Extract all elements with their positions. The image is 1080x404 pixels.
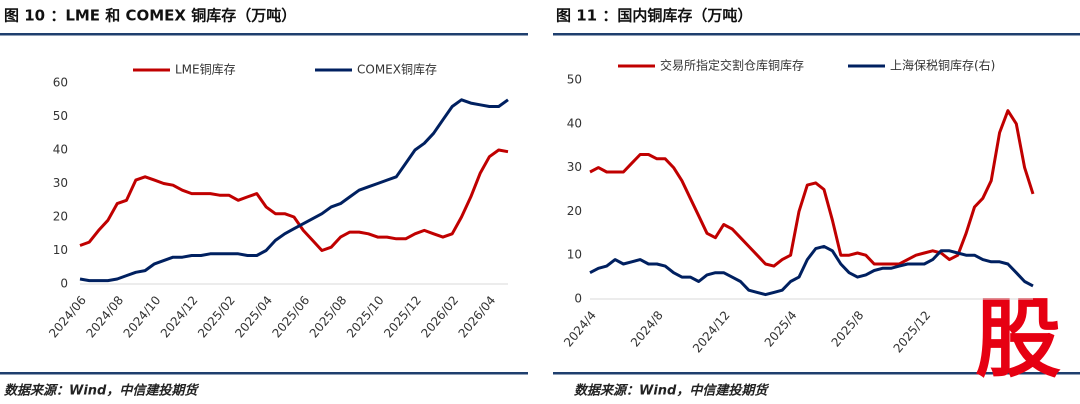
title-rule (553, 33, 1080, 36)
x-tick-label: 2024/10 (121, 293, 164, 340)
x-tick-label: 2025/8 (829, 308, 867, 349)
y-tick-label: 10 (567, 248, 582, 262)
x-tick-label: 2025/10 (344, 293, 387, 340)
y-tick-label: 50 (53, 109, 68, 123)
y-tick-label: 30 (53, 176, 68, 190)
y-tick-label: 10 (53, 243, 68, 257)
x-tick-label: 2025/12 (381, 293, 424, 340)
y-tick-label: 0 (60, 277, 68, 291)
x-tick-label: 2025/04 (232, 293, 275, 340)
y-tick-label: 50 (567, 73, 582, 87)
x-tick-label: 2026/02 (418, 293, 461, 340)
y-tick-label: 0 (574, 292, 582, 306)
chart-title: 图 11 ：国内铜库存（万吨） (556, 7, 752, 25)
x-tick-label: 2025/12 (891, 308, 934, 355)
y-tick-label: 40 (567, 116, 582, 130)
source-note: 数据来源：Wind，中信建投期货 (574, 383, 769, 399)
title-rule (0, 33, 528, 36)
y-tick-label: 20 (567, 204, 582, 218)
y-tick-label: 30 (567, 160, 582, 174)
series-line (79, 148, 509, 252)
series-line (589, 244, 1034, 297)
x-tick-label: 2024/06 (46, 293, 89, 340)
series-line (79, 98, 509, 283)
y-tick-label: 20 (53, 210, 68, 224)
x-tick-label: 2024/12 (158, 293, 201, 340)
x-tick-label: 2026/04 (456, 293, 499, 340)
y-tick-label: 60 (53, 76, 68, 90)
x-tick-label: 2024/12 (690, 308, 733, 355)
legend-label: COMEX铜库存 (357, 62, 437, 77)
chart-title: 图 10 ：LME 和 COMEX 铜库存（万吨） (4, 7, 296, 25)
legend-label: 上海保税铜库存(右) (890, 58, 995, 73)
x-tick-label: 2024/4 (561, 308, 599, 349)
y-tick-label: 40 (53, 143, 68, 157)
source-note: 数据来源：Wind，中信建投期货 (4, 383, 199, 399)
source-rule (553, 372, 1080, 375)
x-tick-label: 2024/08 (83, 293, 126, 340)
x-tick-label: 2025/06 (270, 293, 313, 340)
series-line (589, 109, 1035, 268)
x-tick-label: 2025/02 (195, 293, 238, 340)
legend-label: 交易所指定交割仓库铜库存 (660, 58, 804, 73)
watermark: 股 (975, 289, 1061, 389)
legend-label: LME铜库存 (175, 62, 236, 77)
x-tick-label: 2025/08 (307, 293, 350, 340)
x-tick-label: 2024/8 (628, 308, 666, 349)
x-tick-label: 2025/4 (762, 308, 800, 349)
source-rule (0, 372, 528, 375)
